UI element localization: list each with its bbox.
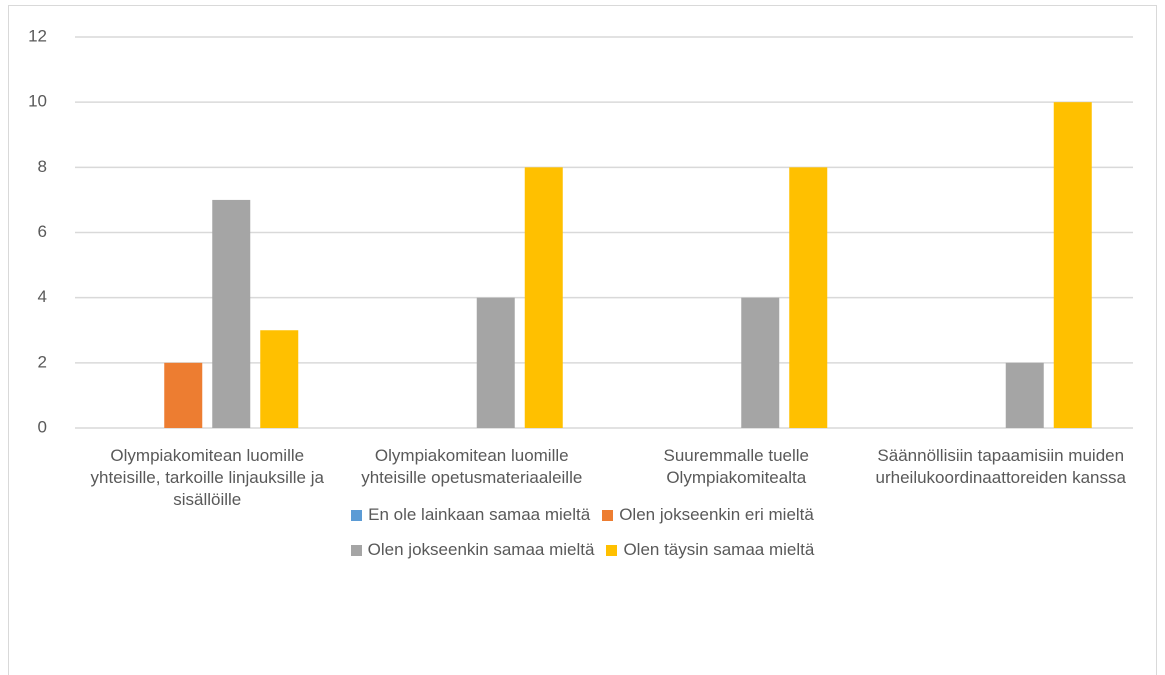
y-tick-label: 4 [38, 287, 47, 306]
legend-label: Olen jokseenkin samaa mieltä [367, 540, 595, 559]
legend: En ole lainkaan samaa mieltä Olen jokseen… [0, 505, 1165, 525]
legend-item: Olen jokseenkin eri mieltä [602, 505, 814, 525]
x-tick-label: Olympiakomitean luomille yhteisille opet… [361, 446, 583, 487]
y-tick-label: 8 [38, 157, 47, 176]
chart-border [8, 5, 1157, 675]
bar [741, 297, 780, 428]
bar [212, 199, 251, 428]
bar [1053, 102, 1092, 429]
x-tick-label: Säännöllisiin tapaamisiin muiden urheilu… [875, 446, 1126, 487]
legend-item: En ole lainkaan samaa mieltä [351, 505, 590, 525]
bar [476, 297, 515, 428]
x-tick-label: Olympiakomitean luomille yhteisille, tar… [90, 446, 324, 509]
bar [260, 330, 299, 428]
legend-item: Olen täysin samaa mieltä [606, 540, 814, 560]
bar [1005, 362, 1044, 428]
bar [524, 167, 563, 429]
x-tick-label: Suuremmalle tuelle Olympiakomitealta [663, 446, 809, 487]
legend-swatch [350, 544, 362, 556]
legend-label: Olen jokseenkin eri mieltä [619, 505, 814, 524]
legend-label: En ole lainkaan samaa mieltä [368, 505, 591, 524]
legend: Olen jokseenkin samaa mieltä Olen täysin … [0, 540, 1165, 560]
y-tick-label: 10 [28, 92, 47, 111]
bar [789, 167, 828, 429]
legend-item: Olen jokseenkin samaa mieltä [350, 540, 595, 560]
y-tick-label: 2 [38, 352, 47, 371]
bar [164, 362, 203, 428]
y-tick-label: 6 [38, 222, 47, 241]
y-tick-label: 0 [38, 417, 47, 436]
legend-swatch [351, 509, 363, 521]
y-tick-label: 12 [28, 26, 47, 45]
legend-label: Olen täysin samaa mieltä [623, 540, 815, 559]
legend-swatch [606, 544, 618, 556]
legend-swatch [602, 509, 614, 521]
